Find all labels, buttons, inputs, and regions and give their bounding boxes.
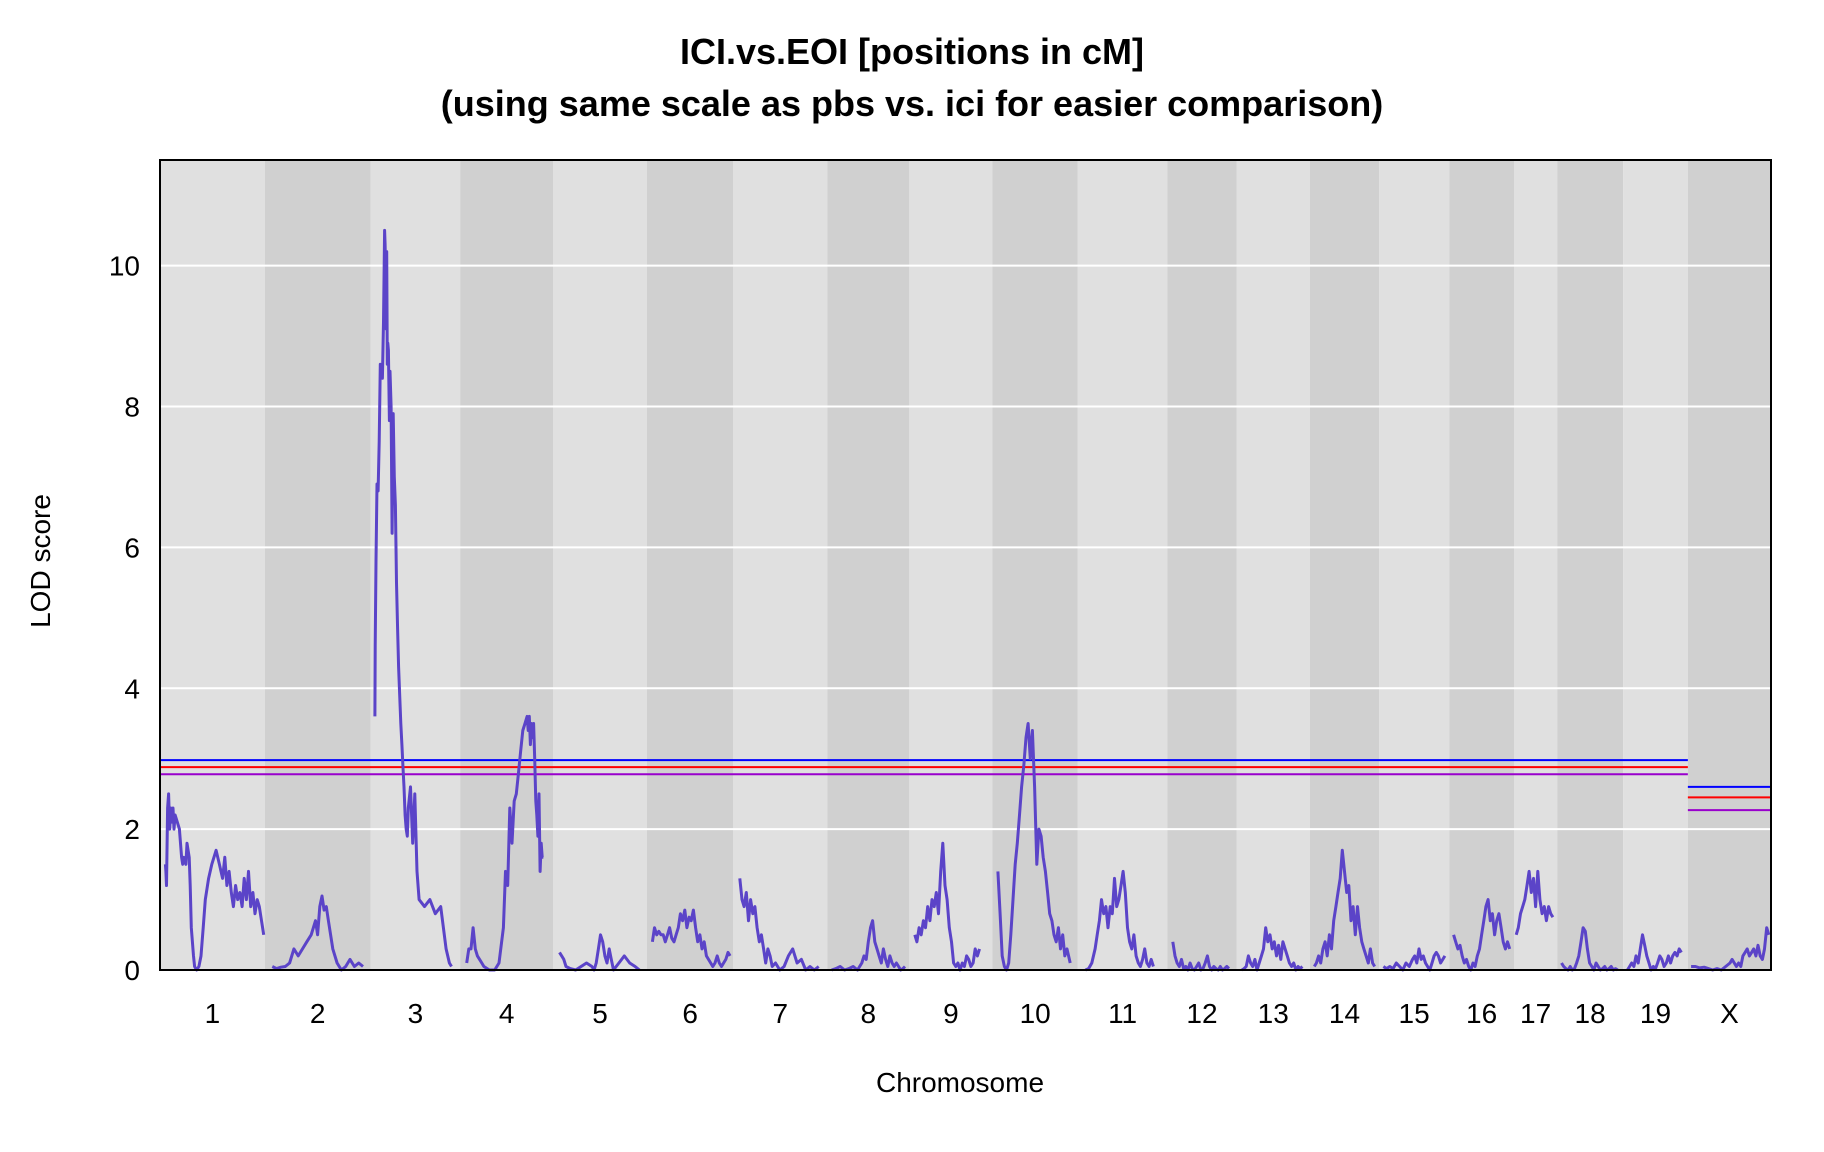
chart-title-line1: ICI.vs.EOI [positions in cM] (680, 31, 1144, 72)
x-tick-label: 5 (592, 998, 608, 1029)
x-tick-label: 17 (1520, 998, 1551, 1029)
lod-curve-chr-6 (650, 908, 732, 968)
chromosome-band-18 (1557, 160, 1624, 970)
y-tick-label: 6 (124, 532, 140, 563)
x-tick-label: 11 (1108, 998, 1137, 1029)
x-tick-label: 8 (861, 998, 877, 1029)
x-tick-label: 15 (1399, 998, 1430, 1029)
lod-curve-chr-5 (558, 933, 641, 972)
chromosome-band-X (1687, 160, 1771, 970)
plot-frame (159, 159, 1772, 971)
y-tick-label: 4 (124, 673, 140, 704)
x-tick-label: 6 (682, 998, 698, 1029)
chromosome-band-12 (1167, 160, 1237, 970)
chromosome-band-11 (1077, 160, 1168, 970)
x-tick-label: 18 (1575, 998, 1606, 1029)
lod-curve-chr-1 (163, 792, 266, 972)
x-axis-ticks: 1 2 3 4 5 6 7 8 9 10 11 12 13 14 15 16 17 18 19 X (205, 998, 1740, 1029)
chromosome-band-9 (909, 160, 993, 970)
chromosome-band-16 (1449, 160, 1515, 970)
x-tick-label: 13 (1258, 998, 1289, 1029)
lod-curve-chr-16 (1452, 898, 1512, 972)
chromosome-band-8 (827, 160, 910, 970)
x-tick-label: 14 (1329, 998, 1360, 1029)
lod-curve-chr-17 (1514, 869, 1555, 936)
lod-curve-chr-8 (831, 919, 907, 972)
y-tick-label: 0 (124, 955, 140, 986)
y-axis-ticks: 0 2 4 6 8 10 (109, 251, 140, 986)
lod-curve-chr-19 (1626, 933, 1683, 972)
chromosome-band-1 (160, 160, 265, 970)
y-tick-label: 8 (124, 392, 140, 423)
lod-curve-chr-2 (271, 894, 364, 972)
chromosome-band-17 (1514, 160, 1558, 970)
lod-curve-chr-3 (373, 228, 453, 968)
chromosome-band-2 (264, 160, 371, 970)
y-tick-label: 10 (109, 251, 140, 282)
lod-curve-chr-14 (1313, 848, 1376, 968)
chromosome-band-14 (1309, 160, 1380, 970)
y-axis-label: LOD score (25, 494, 56, 628)
x-tick-label: 10 (1020, 998, 1051, 1029)
x-tick-label: 16 (1466, 998, 1497, 1029)
lod-curve-chr-9 (913, 841, 981, 972)
lod-curve-chr-10 (996, 722, 1072, 972)
lod-curve-chr-11 (1084, 869, 1155, 972)
chromosome-band-13 (1236, 160, 1310, 970)
x-tick-label: 4 (499, 998, 515, 1029)
x-tick-label: 2 (310, 998, 326, 1029)
chromosome-band-6 (646, 160, 734, 970)
chromosome-band-7 (733, 160, 828, 970)
x-tick-label: X (1720, 998, 1739, 1029)
x-tick-label: 3 (408, 998, 424, 1029)
x-tick-label: 19 (1640, 998, 1671, 1029)
chromosome-band-5 (553, 160, 647, 970)
x-axis-label: Chromosome (876, 1067, 1044, 1098)
lod-curve-chr-7 (738, 878, 820, 972)
chromosome-band-15 (1379, 160, 1450, 970)
x-tick-label: 9 (943, 998, 959, 1029)
x-tick-label: 7 (773, 998, 789, 1029)
chromosome-band-19 (1623, 160, 1688, 970)
chart-title-line2: (using same scale as pbs vs. ici for eas… (441, 83, 1383, 124)
lod-curve-chr-4 (465, 714, 544, 972)
chromosome-bands (160, 160, 1771, 970)
lod-curve-chr-15 (1382, 947, 1447, 972)
lod-curve-chr-13 (1241, 926, 1304, 972)
y-tick-label: 2 (124, 814, 140, 845)
threshold-lines (160, 759, 1771, 812)
x-tick-label: 1 (205, 998, 221, 1029)
x-tick-label: 12 (1186, 998, 1217, 1029)
